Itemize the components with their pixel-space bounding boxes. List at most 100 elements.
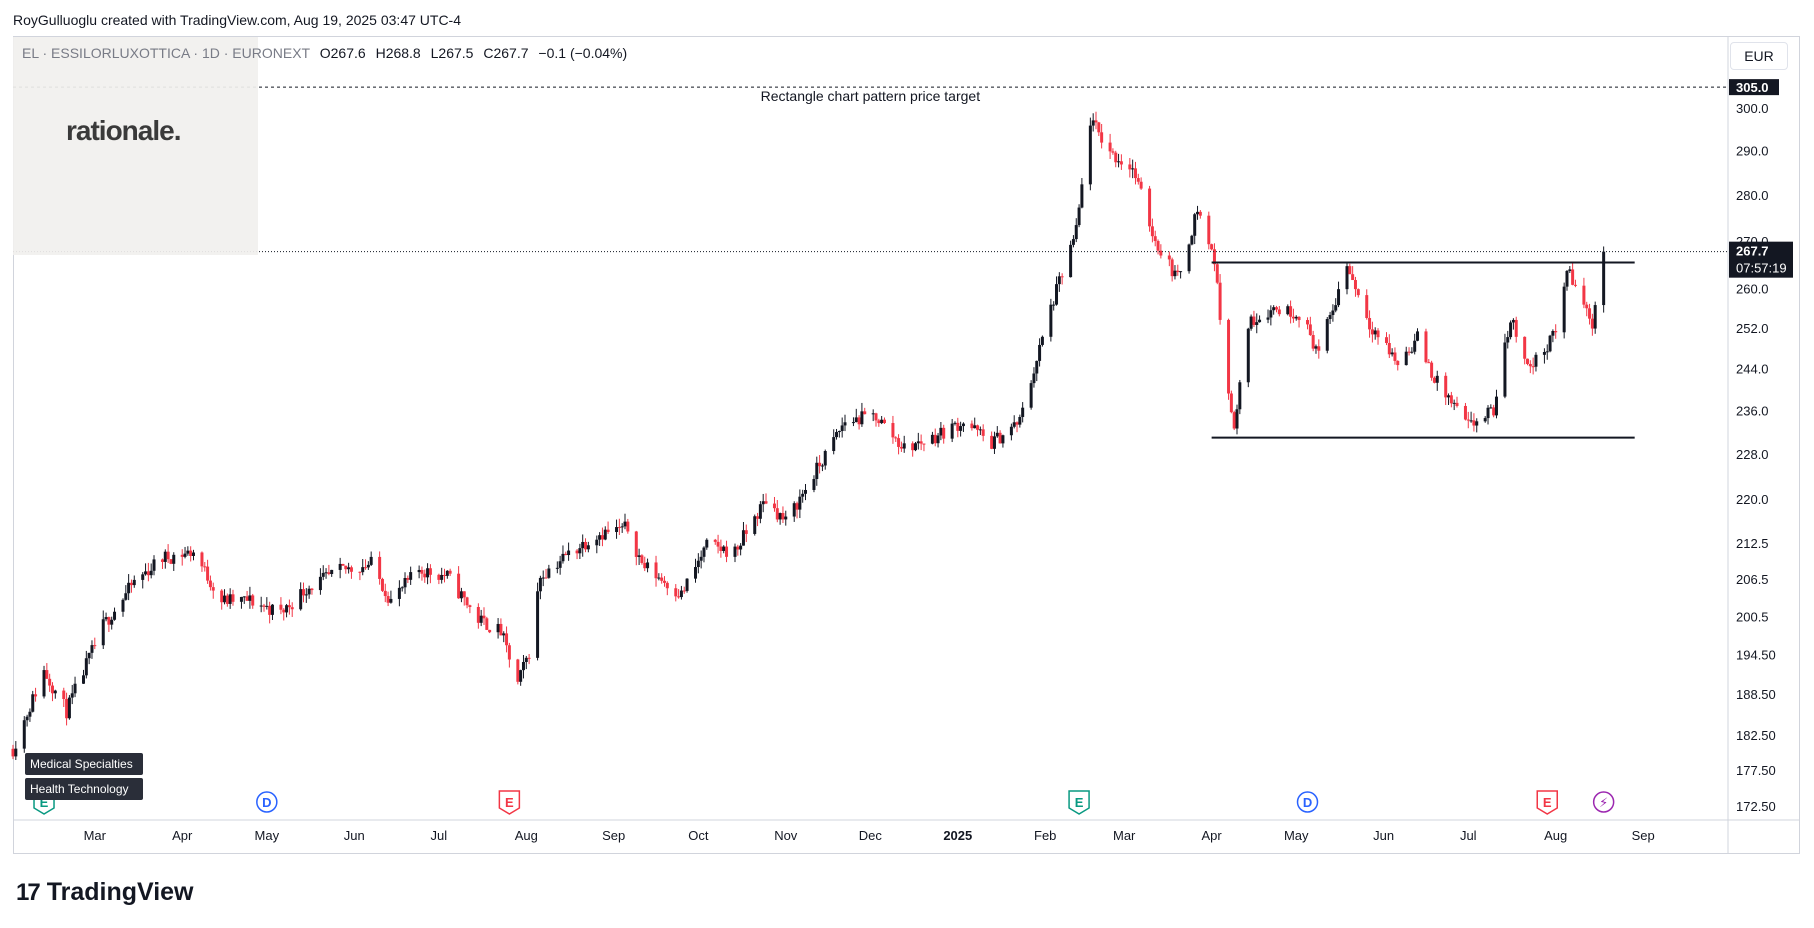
candle-body: [784, 516, 788, 520]
candle-body: [804, 489, 808, 494]
candle-body: [662, 580, 666, 583]
y-tick-label: 200.5: [1736, 609, 1769, 624]
candle-body: [400, 587, 404, 589]
candle-body: [341, 563, 345, 566]
events-layer[interactable]: E D E E D E ⚡ Medical Specialties Health Technol…: [25, 753, 1615, 815]
candle-body: [347, 567, 351, 570]
split-icon[interactable]: ⚡: [1592, 791, 1615, 813]
candle-body: [113, 611, 117, 620]
candle-body: [1407, 351, 1411, 353]
candle-body: [1108, 142, 1112, 152]
candle-body: [1449, 395, 1453, 404]
candle-body: [67, 697, 71, 719]
candle-body: [1274, 307, 1278, 310]
candle-body: [1238, 382, 1242, 410]
tradingview-logo[interactable]: 17 TradingView: [16, 878, 194, 907]
candle-body: [795, 503, 799, 510]
candle-body: [223, 595, 227, 603]
currency-button[interactable]: EUR: [1730, 42, 1788, 70]
candle-body: [440, 574, 444, 580]
candle-body: [1133, 168, 1137, 179]
candle-body: [358, 571, 362, 573]
price-axis[interactable]: 305.0300.0290.0280.0270.0260.0252.0244.0…: [1729, 79, 1793, 814]
candle-body: [203, 566, 207, 568]
dividend-icon[interactable]: D: [256, 791, 278, 813]
candle-body: [739, 545, 743, 550]
candle-body: [28, 711, 32, 717]
candle-body: [321, 572, 325, 577]
earnings-icon[interactable]: E: [498, 790, 521, 815]
y-tick-label: 212.5: [1736, 536, 1769, 551]
candle-body: [1410, 351, 1414, 353]
candle-body: [744, 530, 748, 534]
x-tick-label: Nov: [774, 828, 798, 843]
candle-body: [682, 590, 686, 592]
y-tick-label: 260.0: [1736, 281, 1769, 296]
candle-body: [160, 559, 164, 562]
candle-body: [445, 570, 449, 576]
candle-body: [541, 577, 545, 579]
candle-body: [1511, 319, 1515, 323]
candle-body: [702, 547, 706, 557]
earnings-icon[interactable]: E: [1068, 790, 1090, 815]
candle-body: [558, 561, 562, 568]
candle-body: [1317, 346, 1321, 351]
candle-body: [183, 553, 187, 557]
candle-body: [42, 670, 46, 697]
candle-body: [104, 617, 108, 620]
candle-body: [1187, 244, 1191, 272]
candle-body: [1447, 395, 1451, 398]
candle-body: [1463, 405, 1467, 420]
candle-body: [1277, 309, 1281, 315]
candle-body: [1351, 274, 1355, 281]
candle-body: [242, 596, 246, 598]
candle-body: [660, 577, 664, 581]
candle-body: [1565, 270, 1569, 287]
candle-body: [516, 659, 520, 682]
candle-body: [902, 443, 906, 449]
dividend-icon[interactable]: D: [1296, 791, 1319, 813]
y-tick-label: 177.50: [1736, 763, 1776, 778]
candle-body: [615, 527, 619, 533]
candle-body: [812, 478, 816, 490]
candle-body: [843, 422, 847, 426]
price-target-label: Rectangle chart pattern price target: [761, 88, 981, 104]
candle-body: [70, 693, 74, 698]
x-tick-label: May: [255, 828, 280, 843]
candle-body: [84, 658, 88, 676]
candle-body: [282, 609, 286, 613]
candle-body: [1077, 207, 1081, 226]
candle-body: [713, 539, 717, 542]
time-axis[interactable]: Mar Apr May Jun Jul Aug Sep Oct Nov Dec 2025 Feb Mar…: [84, 828, 1655, 843]
x-tick-label: Sep: [1632, 828, 1655, 843]
candle-body: [324, 572, 328, 574]
x-tick-label: Jul: [431, 828, 448, 843]
candle-body: [186, 550, 190, 554]
tradingview-wordmark: TradingView: [46, 878, 194, 906]
candle-body: [62, 690, 66, 700]
candle-body: [437, 574, 441, 580]
candle-body: [1534, 354, 1538, 367]
candle-body: [1602, 251, 1606, 306]
candle-body: [1430, 362, 1434, 378]
candle-body: [426, 568, 430, 578]
sector-tag[interactable]: [25, 753, 143, 775]
candle-body: [1506, 337, 1510, 343]
candle-body: [567, 550, 571, 556]
price-change: −0.1 (−0.04%): [538, 45, 628, 61]
y-tick-label: 228.0: [1736, 447, 1769, 462]
earnings-icon[interactable]: E: [1536, 790, 1558, 815]
candle-body: [584, 541, 588, 550]
candle-body: [1088, 125, 1092, 185]
candle-body: [166, 551, 170, 560]
candle-body: [505, 633, 509, 646]
candle-body: [344, 565, 348, 570]
candle-body: [741, 530, 745, 546]
candle-body: [973, 425, 977, 429]
candle-body: [1571, 269, 1575, 285]
candle-body: [245, 596, 249, 601]
candle-body: [31, 694, 35, 712]
sector-tag[interactable]: [25, 778, 143, 800]
candle-body: [1348, 266, 1352, 275]
